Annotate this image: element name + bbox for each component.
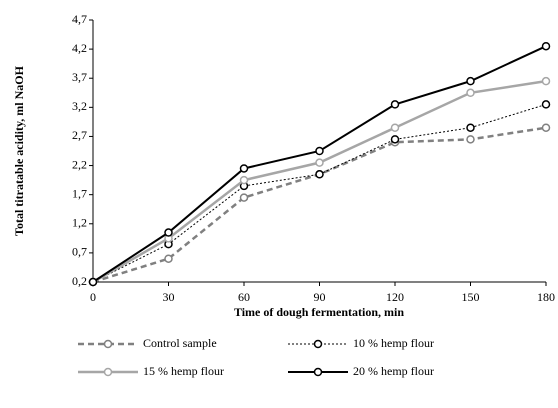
y-axis-label: Total titratable acidity, ml NaOH: [12, 65, 26, 236]
data-point: [466, 123, 475, 132]
legend-marker: [103, 367, 113, 377]
legend-label: 10 % hemp flour: [353, 336, 434, 350]
data-point: [88, 277, 98, 287]
data-point: [390, 100, 400, 109]
data-point: [541, 76, 551, 86]
y-tick-label: 1,2: [72, 216, 87, 230]
legend-label: 20 % hemp flour: [353, 364, 434, 378]
data-point: [466, 76, 475, 86]
y-tick-label: 0,7: [72, 245, 87, 259]
data-point: [390, 123, 400, 132]
y-tick-label: 2,7: [72, 128, 87, 142]
x-tick-label: 60: [238, 290, 250, 304]
legend-label: Control sample: [143, 336, 217, 350]
x-tick-label: 180: [537, 290, 555, 304]
data-point: [164, 254, 173, 263]
series-line: [92, 103, 547, 283]
data-point: [239, 164, 249, 173]
legend-marker: [313, 367, 323, 377]
x-axis-label: Time of dough fermentation, min: [234, 305, 404, 319]
data-point: [315, 170, 324, 179]
y-tick-label: 4,7: [72, 12, 87, 26]
data-point: [466, 135, 475, 144]
series-line: [92, 79, 547, 284]
y-tick-label: 3,7: [72, 70, 87, 84]
x-tick-label: 90: [314, 290, 326, 304]
data-point: [541, 41, 551, 51]
y-tick-label: 0,2: [72, 274, 87, 288]
legend-marker: [313, 339, 323, 349]
x-tick-label: 150: [462, 290, 480, 304]
data-point: [466, 88, 475, 98]
data-point: [164, 228, 173, 237]
y-tick-label: 2,2: [72, 157, 87, 171]
data-point: [239, 193, 249, 202]
x-tick-label: 0: [90, 290, 96, 304]
data-point: [390, 135, 400, 144]
data-point: [239, 175, 249, 185]
legend-label: 15 % hemp flour: [143, 364, 224, 378]
x-tick-label: 30: [163, 290, 175, 304]
y-tick-label: 4,2: [72, 41, 87, 55]
data-point: [541, 100, 551, 109]
y-tick-label: 1,7: [72, 186, 87, 200]
data-point: [541, 123, 551, 132]
x-tick-label: 120: [386, 290, 404, 304]
data-point: [315, 158, 324, 167]
data-point: [315, 146, 324, 156]
legend-marker: [103, 339, 113, 349]
y-tick-label: 3,2: [72, 99, 87, 113]
